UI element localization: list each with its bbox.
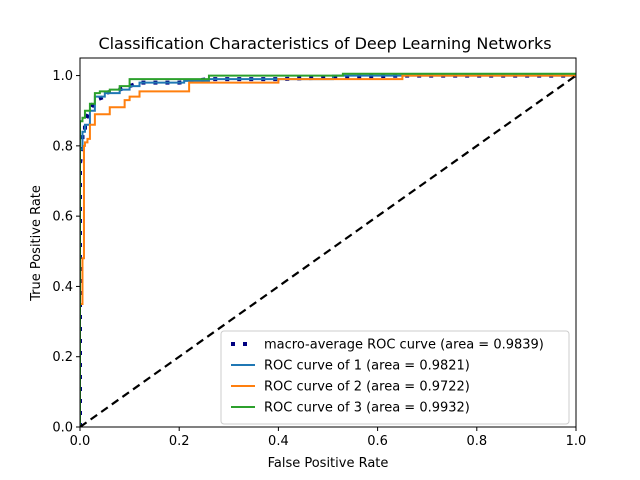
plot-area — [79, 57, 577, 428]
x-tick-label: 1.0 — [566, 434, 587, 449]
y-axis: 0.0 0.2 0.4 0.6 0.8 1.0 — [52, 69, 80, 436]
legend-entry-label: ROC curve of 1 (area = 0.9821) — [264, 359, 470, 374]
x-axis-label: False Positive Rate — [268, 456, 389, 471]
roc-line-3 — [80, 72, 576, 427]
y-tick-label: 0.8 — [52, 139, 73, 154]
x-axis: 0.0 0.2 0.4 0.6 0.8 1.0 — [70, 427, 587, 449]
legend-box — [220, 330, 570, 425]
roc-line-2 — [80, 74, 576, 427]
y-tick-label: 1.0 — [52, 69, 73, 84]
y-axis-label: True Positive Rate — [29, 185, 44, 302]
x-tick-label: 0.2 — [169, 434, 190, 449]
y-tick-label: 0.0 — [52, 421, 73, 436]
y-tick-label: 0.6 — [52, 210, 73, 225]
x-tick-label: 0.8 — [466, 434, 487, 449]
axes-frame — [79, 57, 577, 428]
y-tick-label: 0.4 — [52, 280, 73, 295]
chance-diagonal-line — [80, 74, 576, 427]
legend-entry-label: macro-average ROC curve (area = 0.9839) — [264, 338, 544, 353]
legend-entry-label: ROC curve of 3 (area = 0.9932) — [264, 401, 470, 416]
legend: macro-average ROC curve (area = 0.9839) R… — [220, 330, 570, 425]
series-lines — [80, 72, 576, 427]
x-tick-label: 0.0 — [70, 434, 91, 449]
legend-entry-label: ROC curve of 2 (area = 0.9722) — [264, 380, 470, 395]
y-tick-label: 0.2 — [52, 350, 73, 365]
x-tick-label: 0.4 — [268, 434, 289, 449]
chart-title: Classification Characteristics of Deep L… — [98, 34, 551, 53]
x-tick-label: 0.6 — [367, 434, 388, 449]
roc-line-1 — [80, 74, 576, 427]
